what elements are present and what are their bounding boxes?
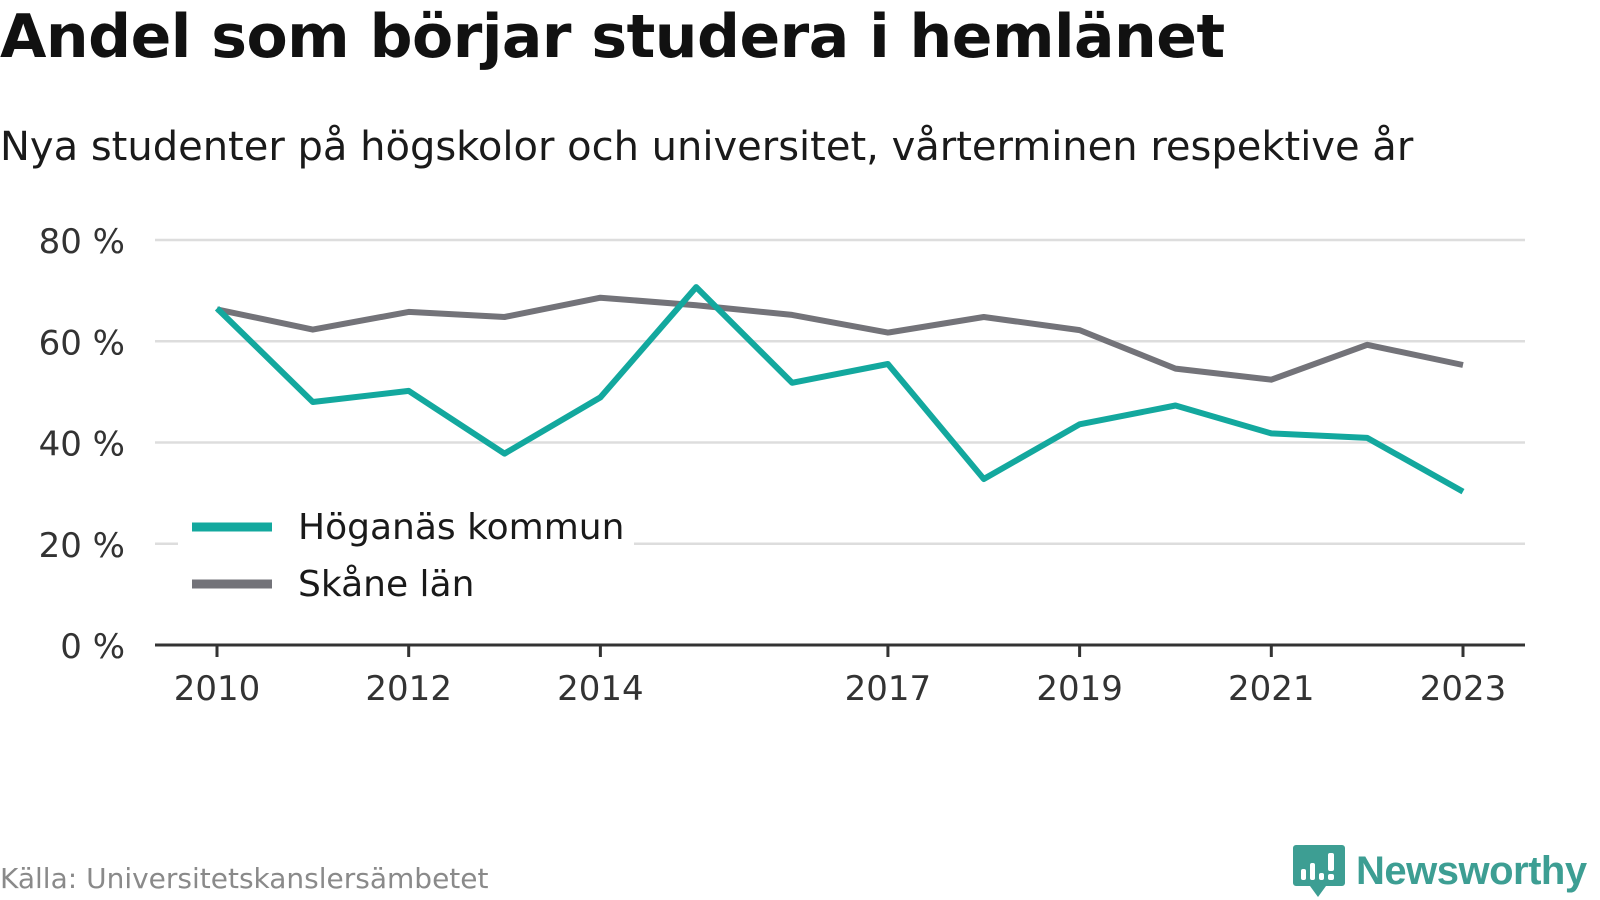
y-tick-label: 80 % [39,222,125,262]
x-tick-label: 2017 [845,669,932,709]
x-axis [155,643,1525,657]
legend-background [178,498,634,610]
series-line-hoganas-kommun [214,284,1465,495]
chart-title: Andel som börjar studera i hemlänet [0,2,1225,72]
newsworthy-logo: Newsworthy [1292,843,1587,899]
y-tick-label: 40 % [39,425,125,465]
x-tick-label: 2019 [1036,669,1123,709]
y-tick-label: 20 % [39,526,125,566]
x-tick-label: 2023 [1420,669,1507,709]
legend-label-skane-lan: Skåne län [298,564,474,605]
x-axis-labels: 2010 2012 2014 2017 2019 2021 2023 [174,669,1507,709]
x-tick-label: 2021 [1228,669,1315,709]
series-lines [214,284,1465,495]
x-tick-label: 2014 [557,669,644,709]
series-line-skane-lan [216,294,1464,383]
y-tick-label: 60 % [39,323,125,363]
legend-label-hoganas-kommun: Höganäs kommun [298,507,624,548]
x-tick-label: 2012 [365,669,452,709]
chart-subtitle: Nya studenter på högskolor och universit… [0,124,1414,170]
brand-name: Newsworthy [1356,848,1587,893]
source-note: Källa: Universitetskanslersämbetet [0,862,489,895]
legend: Höganäs kommun Skåne län [192,507,624,605]
x-tick-label: 2010 [174,669,261,709]
newsworthy-logo-icon [1293,845,1345,897]
legend-box [178,498,634,610]
y-tick-label: 0 % [60,627,125,667]
y-axis-labels: 0 % 20 % 40 % 60 % 80 % [39,222,125,667]
